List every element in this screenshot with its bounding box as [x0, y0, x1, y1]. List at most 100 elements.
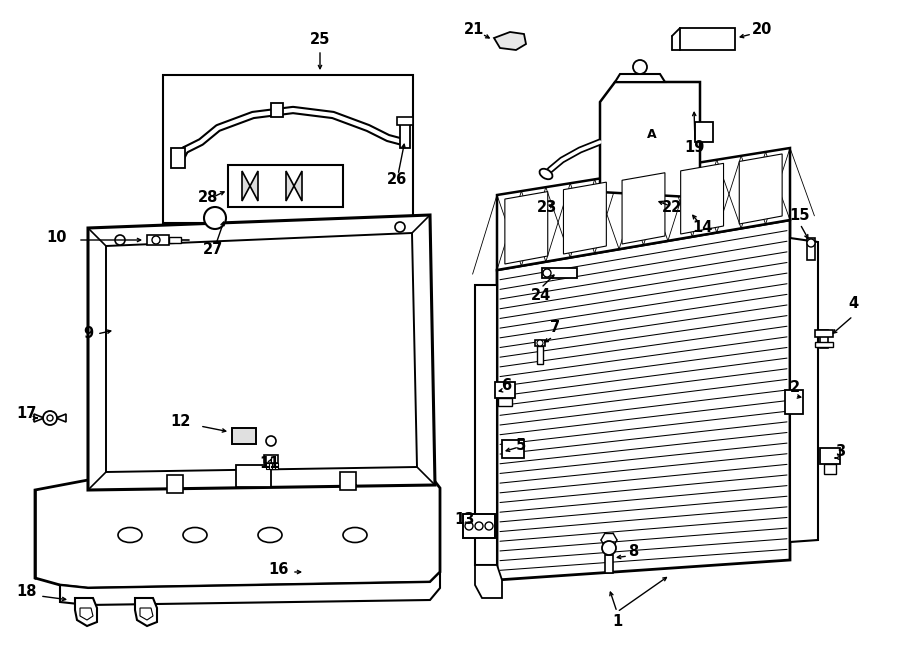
Text: 6: 6 [501, 379, 511, 393]
Bar [275, 463, 278, 469]
Text: 28: 28 [198, 190, 218, 206]
Circle shape [115, 235, 125, 245]
Circle shape [43, 411, 57, 425]
Circle shape [543, 269, 551, 277]
Text: 19: 19 [685, 141, 706, 155]
Bar [785, 390, 803, 414]
Bar [820, 448, 840, 464]
Bar [266, 463, 269, 469]
Text: 13: 13 [454, 512, 475, 527]
Bar [163, 75, 413, 223]
Bar [169, 237, 181, 243]
Bar [605, 555, 613, 573]
Ellipse shape [539, 169, 553, 179]
Bar [236, 465, 271, 487]
Text: 21: 21 [464, 22, 484, 38]
Text: A: A [647, 128, 657, 141]
Bar [228, 165, 343, 207]
Ellipse shape [118, 527, 142, 543]
Bar [271, 103, 283, 117]
Polygon shape [615, 74, 665, 82]
Polygon shape [135, 598, 157, 626]
Ellipse shape [258, 527, 282, 543]
Polygon shape [497, 220, 790, 580]
Polygon shape [80, 608, 93, 620]
Text: 5: 5 [516, 438, 526, 453]
Polygon shape [790, 238, 818, 542]
Polygon shape [475, 285, 497, 565]
Polygon shape [106, 233, 417, 472]
Circle shape [395, 222, 405, 232]
Text: 3: 3 [835, 444, 845, 459]
Ellipse shape [343, 527, 367, 543]
Text: 20: 20 [752, 22, 772, 38]
Text: 10: 10 [47, 231, 68, 245]
Polygon shape [680, 163, 724, 234]
Text: 12: 12 [170, 414, 190, 430]
Bar [815, 342, 833, 347]
Text: 7: 7 [550, 321, 560, 336]
Bar [815, 330, 833, 337]
Text: 18: 18 [17, 584, 37, 600]
Circle shape [475, 522, 483, 530]
Polygon shape [140, 608, 153, 620]
Text: 23: 23 [537, 200, 557, 215]
Bar [807, 238, 815, 260]
Text: 11: 11 [260, 457, 280, 471]
Bar [264, 455, 278, 463]
Text: 25: 25 [310, 32, 330, 48]
Bar [269, 463, 272, 469]
Polygon shape [75, 598, 97, 626]
Polygon shape [497, 148, 790, 270]
Bar [535, 340, 545, 346]
Polygon shape [286, 171, 302, 201]
Circle shape [47, 415, 53, 421]
Polygon shape [242, 171, 258, 201]
Bar [542, 268, 577, 278]
Polygon shape [56, 414, 66, 422]
Bar [232, 428, 256, 444]
Circle shape [807, 239, 815, 247]
Bar [463, 514, 495, 538]
Bar [502, 440, 524, 458]
Text: 26: 26 [387, 173, 407, 188]
Circle shape [204, 207, 226, 229]
Circle shape [465, 522, 473, 530]
Bar [340, 472, 356, 490]
Polygon shape [475, 565, 502, 598]
Polygon shape [34, 414, 44, 422]
Text: 15: 15 [790, 208, 810, 223]
Text: 2: 2 [790, 381, 800, 395]
Text: 16: 16 [268, 563, 288, 578]
Bar [272, 463, 275, 469]
Bar [824, 464, 836, 474]
Bar [537, 346, 543, 364]
Bar [498, 398, 512, 406]
Circle shape [633, 60, 647, 74]
Polygon shape [563, 182, 607, 254]
Polygon shape [60, 572, 440, 605]
Bar [820, 330, 828, 348]
Circle shape [152, 236, 160, 244]
Polygon shape [494, 32, 526, 50]
Text: 17: 17 [17, 407, 37, 422]
Bar [695, 122, 713, 142]
Polygon shape [600, 82, 700, 197]
Polygon shape [35, 475, 440, 588]
Circle shape [602, 541, 616, 555]
Polygon shape [739, 154, 782, 224]
Text: 4: 4 [848, 297, 858, 311]
Circle shape [485, 522, 493, 530]
Bar [147, 235, 169, 245]
Bar [171, 148, 185, 168]
Text: 14: 14 [692, 221, 712, 235]
Polygon shape [505, 192, 548, 264]
Text: 8: 8 [628, 545, 638, 559]
Bar [400, 122, 410, 148]
Ellipse shape [183, 527, 207, 543]
Bar [680, 28, 735, 50]
Bar [397, 117, 413, 125]
Text: 1: 1 [612, 615, 622, 629]
Text: 9: 9 [83, 327, 93, 342]
Bar [166, 475, 183, 492]
